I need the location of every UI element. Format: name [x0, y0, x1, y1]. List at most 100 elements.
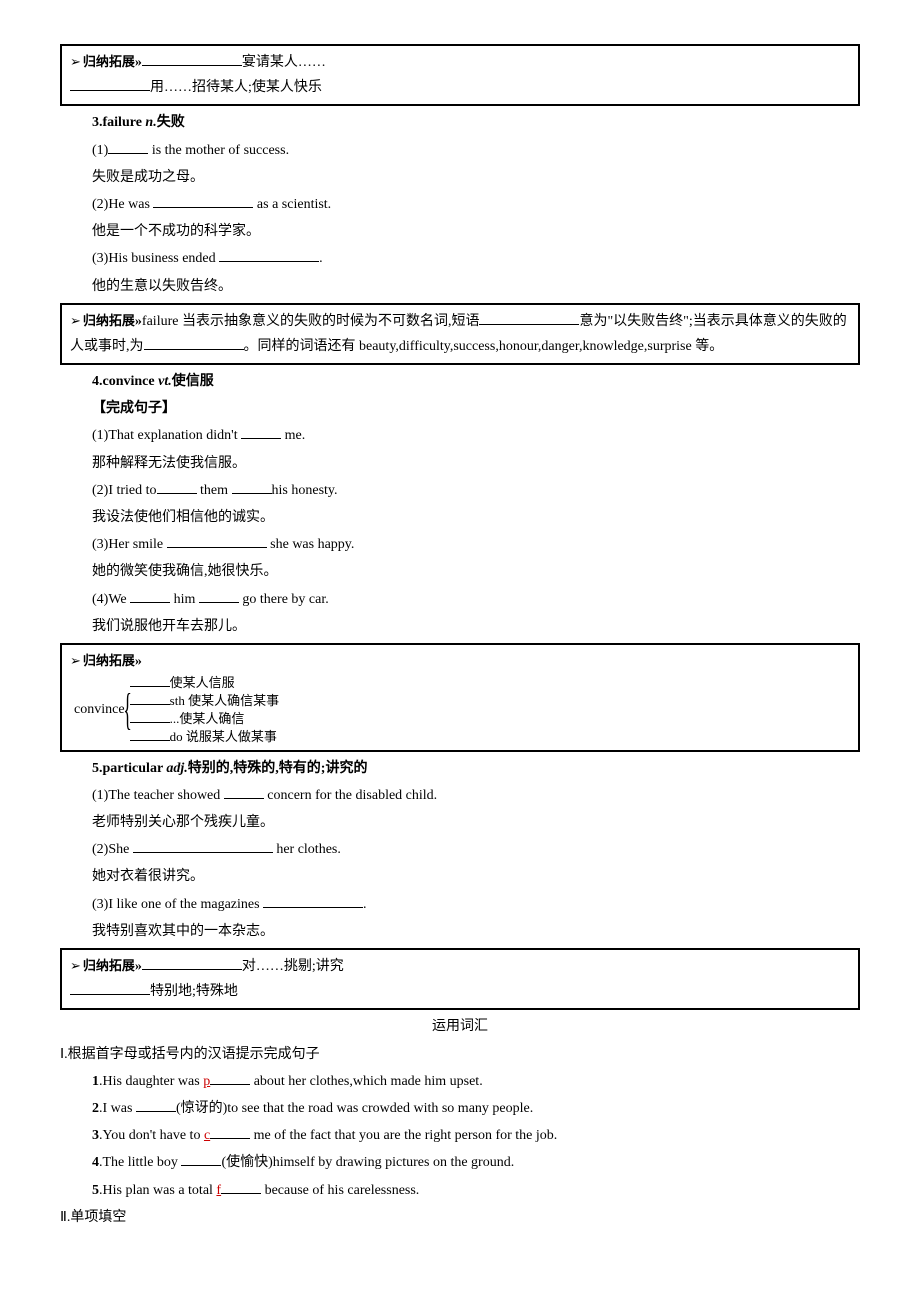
item4-complete: 【完成句子】	[60, 396, 860, 421]
text: (使愉快)himself by drawing pictures on the …	[221, 1155, 514, 1170]
vocab-title: 运用词汇	[60, 1014, 860, 1039]
blank	[210, 1125, 250, 1139]
pos: adj.	[166, 761, 187, 776]
blank	[241, 425, 281, 439]
box1-line1: ➢归纳拓展» 宴请某人……	[70, 50, 850, 75]
item3-q1: (1) is the mother of success.	[60, 138, 860, 163]
item4-q1-cn: 那种解释无法使我信服。	[60, 451, 860, 476]
blank	[219, 248, 319, 262]
num: 4	[92, 1155, 99, 1170]
pos: vt.	[158, 374, 172, 389]
blank	[130, 728, 170, 741]
summary-box-4: ➢归纳拓展»对……挑剔;讲究 特别地;特殊地	[60, 948, 860, 1010]
text: me of the fact that you are the right pe…	[250, 1128, 557, 1143]
item3-q1-cn: 失败是成功之母。	[60, 165, 860, 190]
blank	[167, 534, 267, 548]
text: (3)His business ended	[92, 251, 219, 266]
item4-q4: (4)We him go there by car.	[60, 587, 860, 612]
blank	[108, 140, 148, 154]
text: 特别地;特殊地	[150, 984, 238, 999]
text: (2)He was	[92, 197, 153, 212]
text: 宴请某人……	[242, 55, 326, 70]
vocab-sub1: Ⅰ.根据首字母或括号内的汉语提示完成句子	[60, 1042, 860, 1067]
gt-icon: »	[135, 654, 142, 669]
item4-q4-cn: 我们说服他开车去那儿。	[60, 614, 860, 639]
item3-heading: 3.failure n.失败	[60, 110, 860, 135]
vocab-q1: 1.His daughter was p about her clothes,w…	[60, 1069, 860, 1094]
item5-q2: (2)She her clothes.	[60, 837, 860, 862]
text: .His plan was a total	[99, 1183, 216, 1198]
gt-icon: »	[135, 55, 142, 70]
blank	[70, 77, 150, 91]
text: because of his carelessness.	[261, 1183, 419, 1198]
text: .You don't have to	[99, 1128, 204, 1143]
brace-item: ...使某人确信	[130, 710, 279, 728]
arrow-icon: ➢	[70, 54, 81, 69]
blank	[221, 1180, 261, 1194]
blank	[130, 692, 170, 705]
blank	[70, 981, 150, 995]
brace-structure: convince { 使某人信服 sth 使某人确信某事 ...使某人确信 do…	[70, 674, 850, 746]
vocab-q4: 4.The little boy (使愉快)himself by drawing…	[60, 1150, 860, 1175]
text: she was happy.	[267, 537, 355, 552]
text: beauty,difficulty,success,honour,danger,…	[359, 339, 723, 354]
text: .His daughter was	[99, 1074, 203, 1089]
gui-label: 归纳拓展	[83, 54, 135, 69]
text: (2)I tried to	[92, 483, 157, 498]
blank	[263, 894, 363, 908]
hint-letter: p	[203, 1074, 210, 1089]
box4-line2: 特别地;特殊地	[70, 979, 850, 1004]
item5-q1-cn: 老师特别关心那个残疾儿童。	[60, 810, 860, 835]
summary-box-3: ➢归纳拓展» convince { 使某人信服 sth 使某人确信某事 ...使…	[60, 643, 860, 752]
item4-heading: 4.convince vt.使信服	[60, 369, 860, 394]
blank	[232, 480, 272, 494]
text: .I was	[99, 1101, 136, 1116]
text: go there by car.	[239, 592, 329, 607]
gt-icon: »	[135, 959, 142, 974]
text: as a scientist.	[253, 197, 331, 212]
pos: n.	[145, 115, 156, 130]
item4-q3: (3)Her smile she was happy.	[60, 532, 860, 557]
text: me.	[281, 428, 305, 443]
gt-icon: »	[135, 314, 142, 329]
text: .	[319, 251, 323, 266]
item5-q3-cn: 我特别喜欢其中的一本杂志。	[60, 919, 860, 944]
gui-label: 归纳拓展	[83, 313, 135, 328]
arrow-icon: ➢	[70, 958, 81, 973]
meaning: 使信服	[172, 374, 214, 389]
meaning: 特别的,特殊的,特有的;讲究的	[188, 761, 368, 776]
blank	[153, 194, 253, 208]
item3-q3-cn: 他的生意以失败告终。	[60, 274, 860, 299]
blank	[133, 839, 273, 853]
item4-q2-cn: 我设法使他们相信他的诚实。	[60, 505, 860, 530]
blank	[130, 674, 170, 687]
text: (1)The teacher showed	[92, 788, 224, 803]
num: 3	[92, 1128, 99, 1143]
title: 3.failure	[92, 115, 142, 130]
blank	[479, 311, 579, 325]
item5-q2-cn: 她对衣着很讲究。	[60, 864, 860, 889]
text: her clothes.	[273, 842, 341, 857]
summary-box-2: ➢归纳拓展»failure 当表示抽象意义的失败的时候为不可数名词,短语意为"以…	[60, 303, 860, 365]
text: failure 当表示抽象意义的失败的时候为不可数名词,短语	[142, 314, 480, 329]
vocab-sub2: Ⅱ.单项填空	[60, 1205, 860, 1230]
gui-label: 归纳拓展	[83, 653, 135, 668]
item5-heading: 5.particular adj.特别的,特殊的,特有的;讲究的	[60, 756, 860, 781]
title: 5.particular	[92, 761, 163, 776]
summary-box-1: ➢归纳拓展» 宴请某人…… 用……招待某人;使某人快乐	[60, 44, 860, 106]
blank	[142, 956, 242, 970]
text: them	[197, 483, 232, 498]
text: 。同样的词语还有	[244, 339, 356, 354]
blank	[130, 589, 170, 603]
vocab-q5: 5.His plan was a total f because of his …	[60, 1178, 860, 1203]
text: .The little boy	[99, 1155, 181, 1170]
num: 2	[92, 1101, 99, 1116]
blank	[142, 52, 242, 66]
text: concern for the disabled child.	[264, 788, 437, 803]
blank	[157, 480, 197, 494]
vocab-q3: 3.You don't have to c me of the fact tha…	[60, 1123, 860, 1148]
num: 5	[92, 1183, 99, 1198]
text: 用……招待某人;使某人快乐	[150, 80, 322, 95]
title: 4.convince	[92, 374, 155, 389]
brace-item: sth 使某人确信某事	[130, 692, 279, 710]
